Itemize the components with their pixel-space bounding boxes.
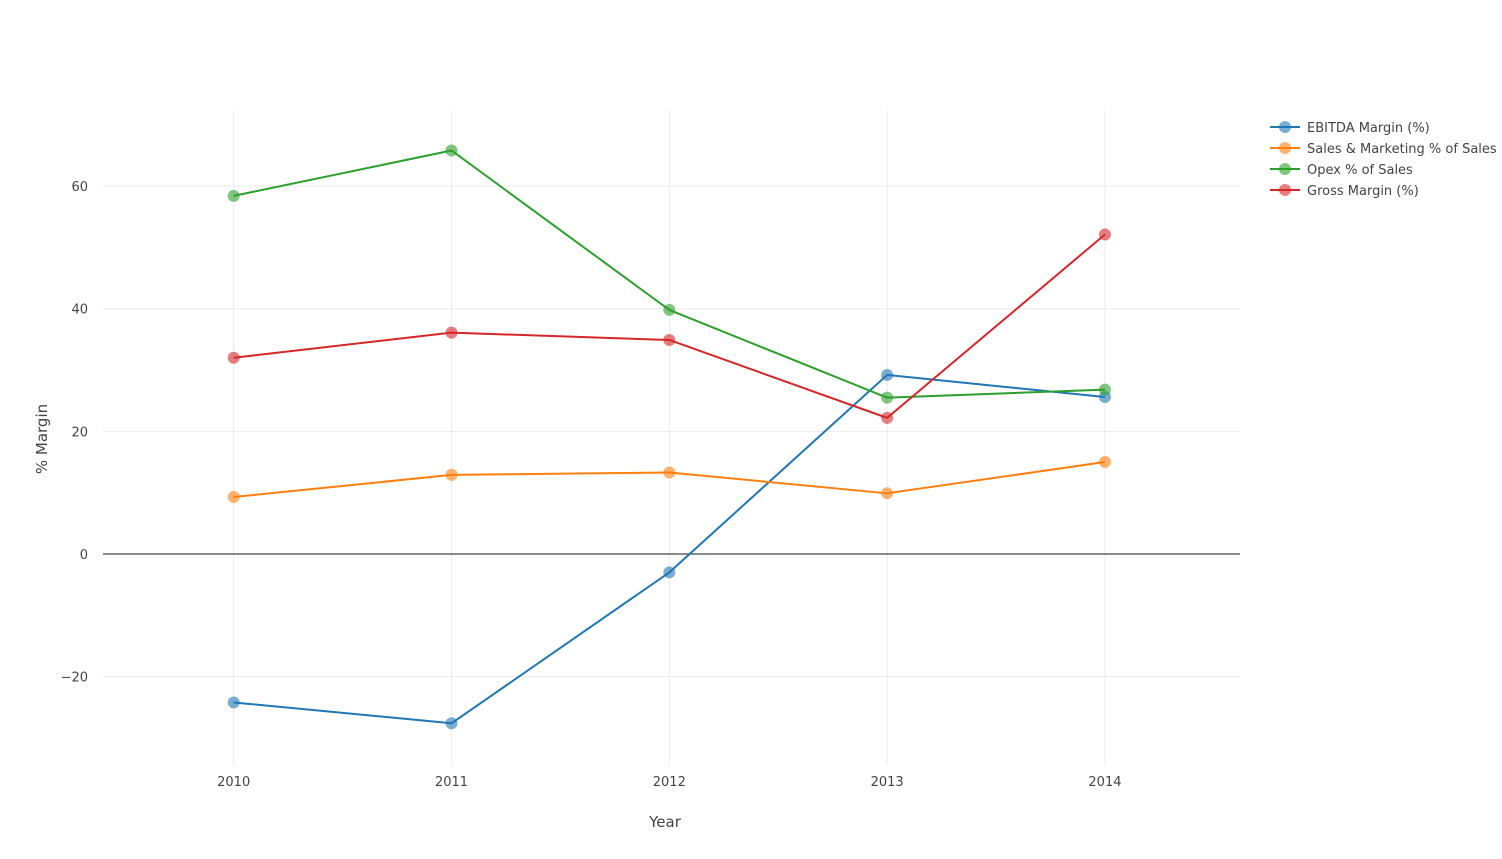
legend-label: Gross Margin (%) bbox=[1307, 184, 1419, 199]
legend-item[interactable]: Sales & Marketing % of Sales bbox=[1270, 142, 1497, 157]
data-point[interactable] bbox=[663, 303, 676, 316]
x-tick-label: 2014 bbox=[1088, 775, 1121, 790]
y-axis-ticks: −20 0 20 40 60 bbox=[61, 180, 88, 686]
legend-marker-swatch bbox=[1279, 184, 1291, 196]
data-point[interactable] bbox=[227, 696, 240, 709]
data-point[interactable] bbox=[1098, 228, 1111, 241]
data-point[interactable] bbox=[881, 411, 894, 424]
data-point[interactable] bbox=[1098, 456, 1111, 469]
data-point[interactable] bbox=[663, 566, 676, 579]
legend-marker-swatch bbox=[1279, 142, 1291, 154]
y-tick-label: 20 bbox=[71, 425, 88, 440]
series-4 bbox=[227, 228, 1111, 424]
data-point[interactable] bbox=[445, 717, 458, 730]
y-tick-label: 40 bbox=[71, 303, 88, 318]
y-tick-label: −20 bbox=[61, 671, 88, 686]
x-tick-label: 2013 bbox=[871, 775, 904, 790]
legend-item[interactable]: EBITDA Margin (%) bbox=[1270, 121, 1430, 136]
data-point[interactable] bbox=[445, 468, 458, 481]
y-tick-label: 60 bbox=[71, 180, 88, 195]
x-tick-label: 2012 bbox=[653, 775, 686, 790]
data-point[interactable] bbox=[227, 490, 240, 503]
x-axis-ticks: 2010 2011 2012 2013 2014 bbox=[217, 775, 1121, 790]
y-tick-label: 0 bbox=[80, 548, 88, 563]
x-axis-title: Year bbox=[648, 813, 682, 831]
data-point[interactable] bbox=[663, 333, 676, 346]
data-point[interactable] bbox=[227, 189, 240, 202]
data-point[interactable] bbox=[445, 144, 458, 157]
legend-item[interactable]: Opex % of Sales bbox=[1270, 163, 1413, 178]
y-axis-title: % Margin bbox=[33, 404, 51, 474]
series-3 bbox=[227, 144, 1111, 404]
data-point[interactable] bbox=[663, 466, 676, 479]
legend-item[interactable]: Gross Margin (%) bbox=[1270, 184, 1419, 199]
data-point[interactable] bbox=[445, 326, 458, 339]
data-point[interactable] bbox=[1098, 383, 1111, 396]
data-point[interactable] bbox=[881, 391, 894, 404]
data-point[interactable] bbox=[227, 351, 240, 364]
legend-label: Sales & Marketing % of Sales bbox=[1307, 142, 1497, 157]
legend-label: EBITDA Margin (%) bbox=[1307, 121, 1430, 136]
series-1 bbox=[227, 368, 1111, 730]
series-2 bbox=[227, 456, 1111, 503]
gridlines bbox=[103, 110, 1240, 765]
data-point[interactable] bbox=[881, 368, 894, 381]
series-group bbox=[227, 144, 1111, 730]
legend-label: Opex % of Sales bbox=[1307, 163, 1413, 178]
x-tick-label: 2010 bbox=[217, 775, 250, 790]
legend[interactable]: EBITDA Margin (%) Sales & Marketing % of … bbox=[1270, 121, 1497, 199]
x-tick-label: 2011 bbox=[435, 775, 468, 790]
legend-marker-swatch bbox=[1279, 121, 1291, 133]
legend-marker-swatch bbox=[1279, 163, 1291, 175]
data-point[interactable] bbox=[881, 487, 894, 500]
